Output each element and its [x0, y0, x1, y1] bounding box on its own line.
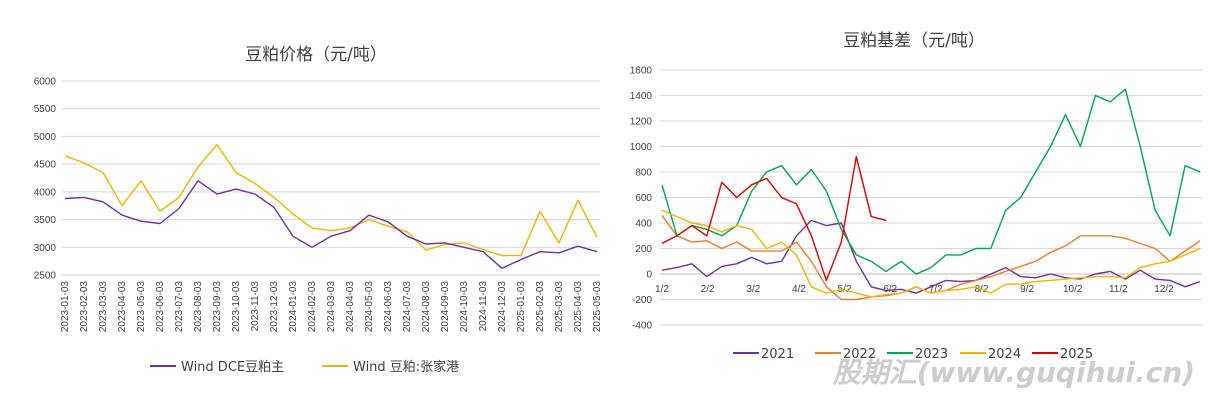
price-x-tick: 2024-07-03 — [402, 281, 413, 333]
basis-series-line-4 — [661, 155, 887, 282]
basis-series-line-2 — [661, 88, 1201, 275]
price-chart-legend: Wind DCE豆粕主 Wind 豆粕:张家港 — [150, 359, 459, 375]
basis-x-tick: 11/2 — [1109, 284, 1128, 295]
legend-label-zhangjiagang: Wind 豆粕:张家港 — [353, 359, 459, 375]
price-chart-y-ticks: 6000 5500 5000 4500 4000 3500 3000 2500 — [34, 77, 57, 282]
price-x-tick: 2024-06-03 — [383, 281, 394, 333]
price-x-tick: 2024-03-03 — [326, 281, 337, 333]
basis-y-tick: -200 — [632, 295, 652, 306]
basis-x-tick: 1/2 — [655, 284, 669, 295]
basis-x-tick: 2/2 — [701, 284, 715, 295]
basis-chart-y-ticks: 1600 1400 1200 1000 800 600 400 200 0 -200 -400 — [630, 66, 653, 332]
price-y-tick: 3000 — [34, 243, 57, 254]
price-x-tick: 2023-01-03 — [60, 281, 71, 333]
price-y-tick: 3500 — [34, 215, 57, 226]
price-x-tick: 2024-11-03 — [478, 281, 489, 332]
basis-y-tick: -400 — [632, 321, 652, 332]
price-x-tick: 2024-08-03 — [421, 281, 432, 333]
price-y-tick: 2500 — [34, 271, 57, 282]
price-x-tick: 2023-06-03 — [155, 281, 166, 333]
price-chart-series — [64, 143, 598, 269]
basis-legend-label: 2023 — [915, 347, 948, 362]
basis-y-tick: 400 — [635, 219, 652, 230]
basis-series-line-3 — [661, 209, 1201, 298]
price-x-tick: 2023-05-03 — [136, 281, 147, 333]
price-x-tick: 2024-02-03 — [307, 281, 318, 333]
basis-x-tick: 7/2 — [929, 284, 943, 295]
basis-y-tick: 600 — [635, 193, 652, 204]
basis-chart-legend: 2021 2022 2023 2024 2025 — [733, 347, 1093, 362]
price-x-tick: 2024-09-03 — [440, 281, 451, 333]
price-x-tick: 2023-11-03 — [250, 281, 261, 332]
legend-label-dce: Wind DCE豆粕主 — [181, 360, 284, 375]
price-y-tick: 4500 — [34, 160, 57, 171]
price-x-tick: 2025-05-03 — [592, 281, 603, 333]
price-chart: 豆粕价格（元/吨） 6000 5500 5000 4500 4000 3500 3000 25… — [34, 45, 603, 375]
basis-legend-label: 2021 — [761, 347, 794, 362]
basis-x-tick: 6/2 — [883, 284, 897, 295]
basis-legend-label: 2025 — [1060, 347, 1093, 362]
basis-series-line-0 — [661, 219, 1201, 294]
price-chart-title: 豆粕价格（元/吨） — [245, 45, 387, 65]
price-x-tick: 2023-03-03 — [98, 281, 109, 333]
basis-x-tick: 4/2 — [792, 284, 806, 295]
basis-chart: 豆粕基差（元/吨） 1600 1400 1200 1000 800 600 400 200 0 -… — [630, 31, 1202, 362]
price-series-line-1 — [64, 143, 598, 257]
price-x-tick: 2023-12-03 — [269, 281, 280, 333]
watermark: 股期汇(www.guqihui.cn) — [832, 356, 1195, 389]
price-y-tick: 5000 — [34, 132, 57, 143]
price-y-tick: 5500 — [34, 104, 57, 115]
basis-chart-title: 豆粕基差（元/吨） — [843, 31, 985, 51]
price-x-tick: 2024-05-03 — [364, 281, 375, 333]
basis-legend-label: 2022 — [843, 347, 876, 362]
price-x-tick: 2025-04-03 — [573, 281, 584, 333]
basis-y-tick: 0 — [646, 270, 652, 281]
basis-y-tick: 800 — [635, 168, 652, 179]
price-x-tick: 2023-07-03 — [174, 281, 185, 333]
price-x-tick: 2023-10-03 — [231, 281, 242, 333]
price-y-tick: 4000 — [34, 187, 57, 198]
price-x-tick: 2025-01-03 — [516, 281, 527, 333]
basis-x-tick: 9/2 — [1020, 284, 1034, 295]
basis-y-tick: 1200 — [630, 117, 653, 128]
price-chart-x-ticks: 2023-01-03 2023-02-03 2023-03-03 2023-04-03… — [60, 281, 603, 333]
price-y-tick: 6000 — [34, 77, 57, 88]
basis-y-tick: 1600 — [630, 66, 653, 77]
price-x-tick: 2023-08-03 — [193, 281, 204, 333]
basis-legend-label: 2024 — [988, 347, 1021, 362]
basis-x-tick: 3/2 — [746, 284, 760, 295]
price-x-tick: 2023-09-03 — [212, 281, 223, 333]
price-x-tick: 2023-04-03 — [117, 281, 128, 333]
basis-y-tick: 1400 — [630, 91, 653, 102]
price-x-tick: 2024-12-03 — [497, 281, 508, 333]
basis-chart-gridlines — [660, 69, 1202, 326]
price-x-tick: 2024-04-03 — [345, 281, 356, 333]
basis-x-tick: 10/2 — [1063, 284, 1083, 295]
basis-x-tick: 12/2 — [1154, 284, 1174, 295]
price-x-tick: 2023-02-03 — [79, 281, 90, 333]
price-series-line-0 — [64, 180, 598, 269]
price-x-tick: 2025-03-03 — [554, 281, 565, 333]
basis-y-tick: 1000 — [630, 142, 653, 153]
price-x-tick: 2025-02-03 — [535, 281, 546, 333]
price-chart-gridlines — [62, 80, 600, 276]
price-x-tick: 2024-01-03 — [288, 281, 299, 333]
basis-y-tick: 200 — [635, 244, 652, 255]
basis-chart-series — [661, 88, 1201, 301]
price-x-tick: 2024-10-03 — [459, 281, 470, 333]
